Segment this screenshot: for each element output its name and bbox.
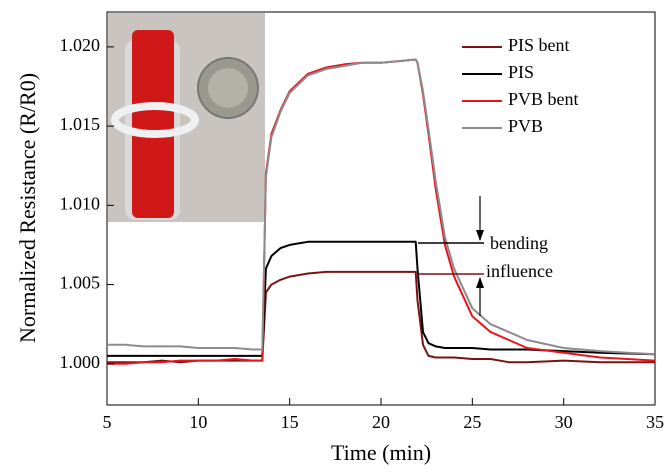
x-tick-label: 5 <box>103 412 112 432</box>
x-tick-label: 15 <box>281 412 299 432</box>
x-tick-label: 35 <box>646 412 664 432</box>
y-tick-label: 1.000 <box>60 352 101 372</box>
annotation: bending <box>490 233 548 253</box>
x-tick-label: 30 <box>555 412 573 432</box>
annotation: influence <box>486 261 553 281</box>
x-tick-label: 20 <box>372 412 390 432</box>
x-tick-label: 10 <box>189 412 207 432</box>
legend-label: PIS <box>508 62 534 82</box>
y-axis-label: Normalized Resistance (R/R0) <box>15 73 40 343</box>
legend-label: PIS bent <box>508 35 570 55</box>
y-tick-label: 1.010 <box>60 193 101 213</box>
bending-annotation <box>418 196 484 316</box>
inset-photo <box>108 13 265 222</box>
y-tick-label: 1.005 <box>60 273 101 293</box>
data-line <box>107 58 656 356</box>
x-tick-label: 25 <box>463 412 481 432</box>
data-line <box>107 240 656 357</box>
x-axis-label: Time (min) <box>331 440 431 465</box>
y-tick-label: 1.015 <box>60 114 101 134</box>
legend-label: PVB bent <box>508 89 579 109</box>
legend-label: PVB <box>508 116 543 136</box>
plot-area <box>107 58 656 365</box>
y-tick-label: 1.020 <box>60 35 101 55</box>
